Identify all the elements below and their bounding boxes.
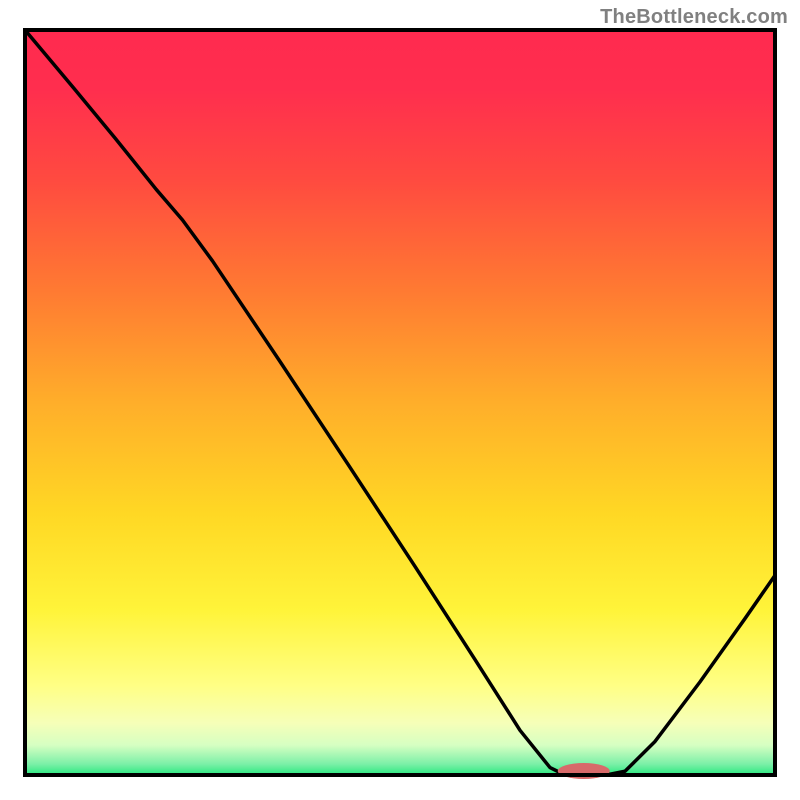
bottleneck-chart	[0, 0, 800, 800]
chart-container: TheBottleneck.com	[0, 0, 800, 800]
plot-background	[25, 30, 775, 775]
